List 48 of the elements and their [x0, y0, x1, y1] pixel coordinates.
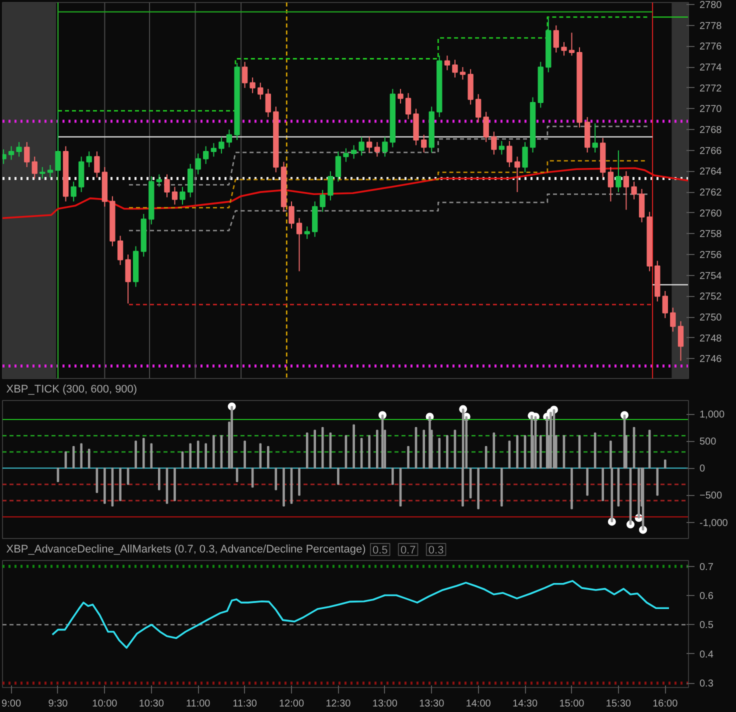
y-tick-label: 2750 [700, 312, 722, 324]
y-tick-label: 2760 [700, 208, 722, 220]
x-tick-label: 9:00 [2, 698, 22, 710]
x-tick-label: 14:30 [512, 698, 538, 710]
y-tick-label: 2778 [700, 20, 722, 32]
y-tick-label: 0 [700, 464, 706, 475]
y-tick-label: 2764 [700, 166, 722, 178]
x-tick-label: 14:00 [466, 698, 492, 710]
x-tick-label: 13:00 [372, 698, 398, 710]
x-tick-label: 9:30 [48, 698, 68, 710]
x-tick-label: 16:00 [652, 698, 678, 710]
y-tick-label: 2772 [700, 83, 722, 94]
x-tick-label: 10:30 [138, 698, 164, 710]
y-tick-label: 2752 [700, 292, 722, 303]
y-tick-label: 0.4 [700, 649, 714, 660]
y-tick-label: 2754 [700, 270, 722, 282]
y-tick-label: 2756 [700, 250, 722, 262]
y-tick-label: 2776 [700, 42, 722, 53]
chart-title: XBP_TICK (300, 600, 900) [6, 384, 138, 396]
y-tick-label: 0.6 [700, 591, 714, 602]
x-tick-label: 15:00 [559, 698, 585, 710]
y-tick-label: 500 [700, 436, 717, 448]
x-tick-label: 13:30 [419, 698, 445, 710]
chart-title: XBP_AdvanceDecline_AllMarkets (0.7, 0.3, Advance/Decline Percentage) [6, 544, 366, 556]
x-tick-label: 12:00 [278, 698, 304, 710]
text: 0.7 [400, 544, 416, 556]
y-tick-label: 2780 [700, 0, 722, 12]
y-tick-label: 0.5 [700, 620, 714, 632]
y-tick-label: 2766 [700, 146, 722, 157]
text: 0.3 [428, 544, 444, 556]
x-tick-label: 15:30 [606, 698, 632, 710]
y-tick-label: 2774 [700, 62, 722, 74]
y-tick-label: −500 [700, 490, 722, 502]
x-tick-label: 12:30 [326, 698, 352, 710]
y-tick-label: 2762 [700, 188, 722, 199]
y-tick-label: 0.3 [700, 678, 714, 690]
y-tick-label: 0.7 [700, 562, 714, 573]
y-tick-label: 2748 [700, 333, 722, 344]
y-tick-label: 2770 [700, 104, 722, 116]
y-tick-label: 2758 [700, 229, 722, 240]
x-tick-label: 11:30 [232, 698, 258, 710]
text: 0.5 [372, 544, 388, 556]
y-tick-label: 1,000 [700, 410, 725, 421]
x-tick-label: 10:00 [92, 698, 118, 710]
x-tick-label: 11:00 [186, 698, 211, 710]
y-tick-label: 2768 [700, 125, 722, 136]
y-tick-label: 2746 [700, 354, 722, 366]
y-tick-label: -1,000 [700, 518, 728, 529]
